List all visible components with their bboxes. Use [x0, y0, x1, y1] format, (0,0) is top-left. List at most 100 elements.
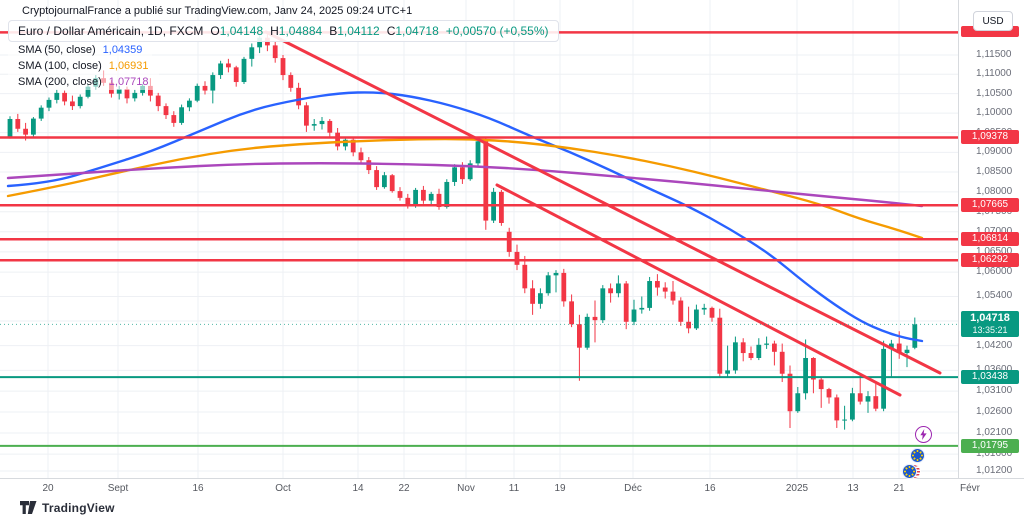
candle-body [179, 107, 184, 123]
candle-body [374, 170, 379, 188]
candle-body [740, 342, 746, 354]
price-axis[interactable]: USD 1,115001,110001,105001,100001,095001… [958, 0, 1024, 497]
candle-body [631, 309, 637, 322]
candle-body [616, 283, 621, 294]
tradingview-logo[interactable]: TradingView [20, 501, 115, 515]
candle-body [38, 107, 44, 119]
candle-body [54, 92, 60, 100]
time-tick-label: 16 [192, 483, 204, 494]
time-tick-label: 13 [847, 483, 859, 494]
lightning-event-icon[interactable] [915, 426, 932, 443]
indicator-row-sma100[interactable]: SMA (100, close) 1,06931 [8, 58, 159, 74]
candle-body [506, 231, 512, 252]
candle-body [811, 357, 816, 380]
candle-body [842, 419, 847, 421]
candle-body [725, 370, 730, 374]
candle-body [904, 349, 910, 354]
descending-trendline[interactable] [264, 30, 942, 375]
candle-body [584, 316, 590, 348]
candle-body [31, 118, 36, 135]
candle-body [545, 275, 551, 294]
sma-curve-sma100[interactable] [6, 137, 924, 240]
candle-body [288, 75, 294, 88]
price-axis-label: 1,06000 [976, 266, 1013, 278]
candle-body [733, 342, 738, 371]
price-level-tag: 1,07665 [961, 198, 1019, 213]
candle-body [608, 288, 613, 294]
time-tick-label: 16 [704, 483, 716, 494]
sma-curve-sma200[interactable] [6, 162, 924, 208]
candle-body [319, 120, 325, 125]
low-value: 1,04112 [337, 24, 380, 38]
price-axis-label: 1,10500 [976, 87, 1013, 99]
price-axis-label: 1,05400 [976, 290, 1013, 302]
indicator-row-sma200[interactable]: SMA (200, close) 1,07718 [8, 74, 159, 90]
candle-body [155, 95, 161, 107]
candle-body [701, 307, 707, 310]
price-axis-label: 1,01200 [976, 465, 1013, 476]
candle-body [600, 288, 606, 321]
candle-body [873, 396, 879, 409]
sma-curve-sma50[interactable] [6, 91, 924, 343]
candle-body [15, 118, 21, 129]
candle-body [709, 307, 715, 318]
candle-body [818, 379, 824, 390]
candle-body [335, 132, 340, 147]
ohlc-values: O1,04148 H1,04884 B1,04112 C1,04718 +0,0… [210, 24, 549, 38]
candle-body [826, 389, 832, 398]
candle-body [530, 288, 535, 304]
candle-body [655, 281, 660, 288]
candle-body [296, 87, 301, 106]
candle-body [85, 86, 91, 97]
eu-flag-icon[interactable] [910, 448, 925, 463]
candle-body [795, 393, 801, 412]
candle-body [366, 160, 372, 171]
candle-body [475, 141, 481, 164]
eu-flag-icon[interactable] [902, 464, 917, 479]
candle-body [452, 167, 457, 182]
candle-body [889, 343, 894, 349]
candle-body [553, 272, 559, 276]
price-chart-canvas[interactable] [0, 0, 958, 478]
price-level-tag: 1,06292 [961, 253, 1019, 268]
time-tick-label: 2025 [785, 483, 809, 494]
symbol-title: Euro / Dollar Américain, 1D, FXCM [18, 24, 204, 38]
descending-trendline[interactable] [495, 183, 902, 397]
symbol-legend-row[interactable]: Euro / Dollar Américain, 1D, FXCM O1,041… [8, 20, 559, 42]
candle-body [756, 344, 762, 358]
price-axis-label: 1,08000 [976, 185, 1013, 197]
price-level-tag: 1,01795 [961, 438, 1019, 453]
price-axis-label: 1,03600 [976, 364, 1012, 375]
price-axis-label: 1,01600 [976, 448, 1013, 460]
candle-body [662, 287, 668, 292]
price-axis-label: 1,02100 [976, 427, 1013, 438]
sma100-value: 1,06931 [108, 60, 149, 72]
time-axis[interactable]: 20 Sept 16 Oct 14 22 Nov 11 19 Déc 16 2025 13 21 Févr [0, 478, 1024, 498]
candle-body [202, 85, 208, 91]
candle-body [350, 139, 356, 153]
candle-body [343, 139, 348, 147]
currency-label[interactable]: USD [973, 11, 1013, 31]
tradingview-logo-icon [20, 501, 37, 514]
candle-body [764, 343, 769, 345]
candle-body [834, 397, 840, 421]
candle-body [522, 264, 528, 289]
candle-body [592, 316, 598, 321]
candle-body [163, 106, 169, 116]
candle-body [678, 300, 684, 322]
indicator-row-sma50[interactable]: SMA (50, close) 1,04359 [8, 42, 153, 58]
candle-body [787, 373, 793, 412]
price-level-tag: 1,03438 [961, 370, 1019, 385]
candle-body [717, 317, 723, 374]
time-tick-label: 11 [508, 483, 520, 494]
close-value: 1,04718 [395, 24, 439, 38]
candle-body [389, 175, 395, 192]
candle-body [850, 393, 855, 420]
candle-body [569, 301, 574, 325]
price-axis-label: 1,09000 [976, 146, 1013, 158]
candle-body [857, 393, 863, 402]
time-tick-label: 14 [352, 483, 364, 494]
candle-body [257, 37, 262, 48]
candle-body [311, 124, 317, 126]
candle-body [467, 163, 473, 180]
